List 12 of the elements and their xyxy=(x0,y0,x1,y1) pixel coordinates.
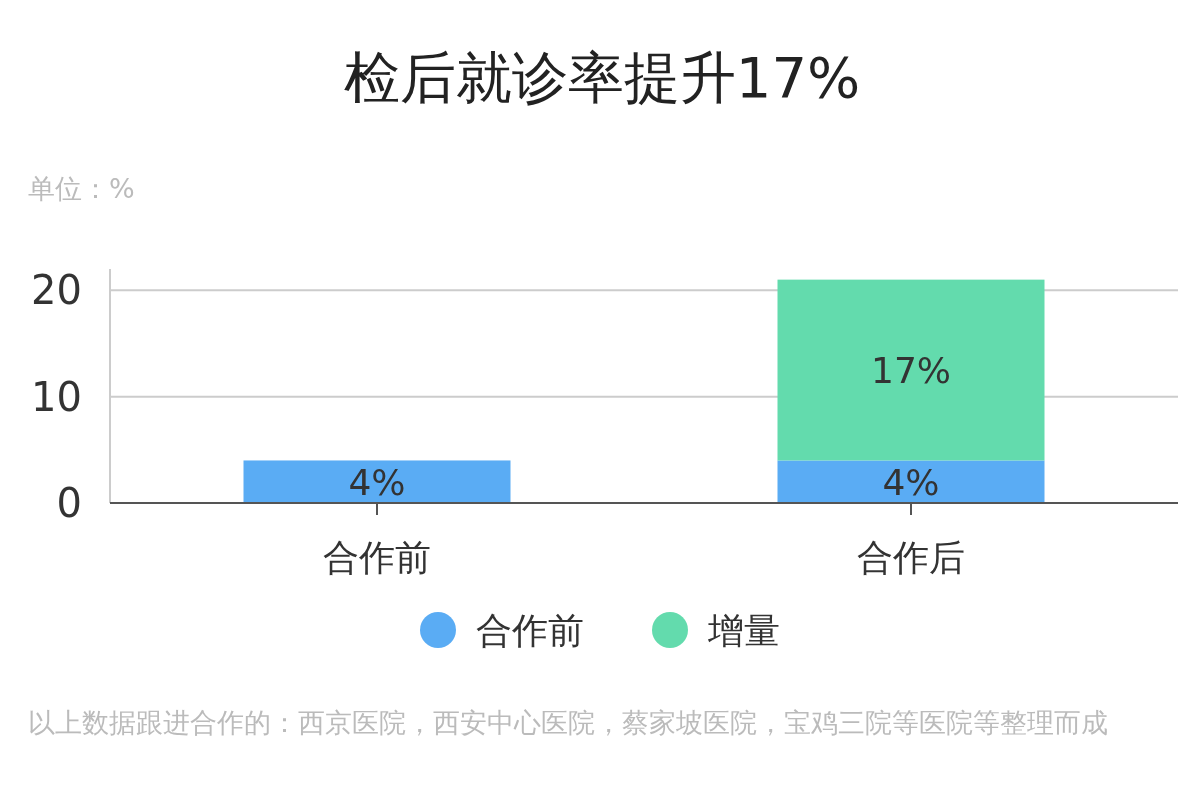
data-label: 4% xyxy=(882,461,940,503)
chart-title: 检后就诊率提升17% xyxy=(343,45,861,110)
y-tick-label: 20 xyxy=(31,267,82,314)
data-label: 17% xyxy=(870,350,952,392)
y-tick-label: 0 xyxy=(56,480,82,526)
text: 以上数据跟进合作的：西京医院，西安中心医院，蔡家坡医院，宝鸡三院等医院等整理而成 xyxy=(28,706,1109,740)
text: 单位：% xyxy=(28,173,135,204)
data-label: 4% xyxy=(348,461,406,503)
x-tick-label: 合作后 xyxy=(857,537,965,578)
y-tick-label: 10 xyxy=(31,373,82,420)
legend-label: 合作前 xyxy=(476,610,584,651)
legend-label: 增量 xyxy=(707,610,780,651)
